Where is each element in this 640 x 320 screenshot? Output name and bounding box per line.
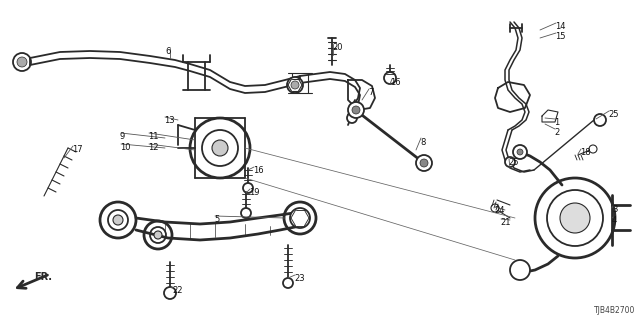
Text: 16: 16 bbox=[253, 166, 264, 175]
Circle shape bbox=[202, 130, 238, 166]
Text: 2: 2 bbox=[554, 128, 559, 137]
Circle shape bbox=[150, 227, 166, 243]
Text: 17: 17 bbox=[72, 145, 83, 154]
Circle shape bbox=[108, 210, 128, 230]
Circle shape bbox=[352, 106, 360, 114]
Text: 25: 25 bbox=[608, 110, 618, 119]
Circle shape bbox=[594, 114, 606, 126]
Circle shape bbox=[284, 202, 316, 234]
Text: 23: 23 bbox=[294, 274, 305, 283]
Text: 21: 21 bbox=[500, 218, 511, 227]
Text: 8: 8 bbox=[420, 138, 426, 147]
Circle shape bbox=[291, 81, 299, 89]
Text: 5: 5 bbox=[214, 215, 220, 224]
Circle shape bbox=[384, 72, 396, 84]
Circle shape bbox=[144, 221, 172, 249]
Circle shape bbox=[164, 287, 176, 299]
Text: 22: 22 bbox=[172, 286, 182, 295]
Circle shape bbox=[420, 159, 428, 167]
Circle shape bbox=[491, 204, 499, 212]
Text: 9: 9 bbox=[120, 132, 125, 141]
Circle shape bbox=[212, 140, 228, 156]
Text: 25: 25 bbox=[508, 158, 518, 167]
Text: 19: 19 bbox=[249, 188, 259, 197]
Circle shape bbox=[190, 118, 250, 178]
Text: FR.: FR. bbox=[34, 272, 52, 282]
Circle shape bbox=[517, 149, 523, 155]
Text: 15: 15 bbox=[555, 32, 566, 41]
Text: 10: 10 bbox=[120, 143, 131, 152]
Text: 11: 11 bbox=[148, 132, 159, 141]
Text: 12: 12 bbox=[148, 143, 159, 152]
Circle shape bbox=[510, 260, 530, 280]
Text: 18: 18 bbox=[580, 148, 591, 157]
Circle shape bbox=[283, 278, 293, 288]
Circle shape bbox=[535, 178, 615, 258]
Circle shape bbox=[287, 77, 303, 93]
Text: 16: 16 bbox=[390, 78, 401, 87]
Circle shape bbox=[243, 183, 253, 193]
Circle shape bbox=[589, 145, 597, 153]
Text: 20: 20 bbox=[332, 43, 342, 52]
Circle shape bbox=[17, 57, 27, 67]
Text: 1: 1 bbox=[554, 118, 559, 127]
Circle shape bbox=[154, 231, 162, 239]
Circle shape bbox=[113, 215, 123, 225]
Text: 6: 6 bbox=[165, 47, 171, 56]
Text: 4: 4 bbox=[612, 216, 617, 225]
Circle shape bbox=[348, 102, 364, 118]
Circle shape bbox=[416, 155, 432, 171]
Circle shape bbox=[290, 208, 310, 228]
Text: 3: 3 bbox=[612, 205, 618, 214]
Circle shape bbox=[513, 145, 527, 159]
Circle shape bbox=[241, 208, 251, 218]
Text: 7: 7 bbox=[368, 88, 373, 97]
Text: 24: 24 bbox=[494, 206, 504, 215]
Text: 14: 14 bbox=[555, 22, 566, 31]
Circle shape bbox=[560, 203, 590, 233]
Circle shape bbox=[547, 190, 603, 246]
Circle shape bbox=[505, 157, 515, 167]
Circle shape bbox=[347, 113, 357, 123]
Circle shape bbox=[100, 202, 136, 238]
Circle shape bbox=[13, 53, 31, 71]
Text: TJB4B2700: TJB4B2700 bbox=[594, 306, 635, 315]
Text: 13: 13 bbox=[164, 116, 175, 125]
